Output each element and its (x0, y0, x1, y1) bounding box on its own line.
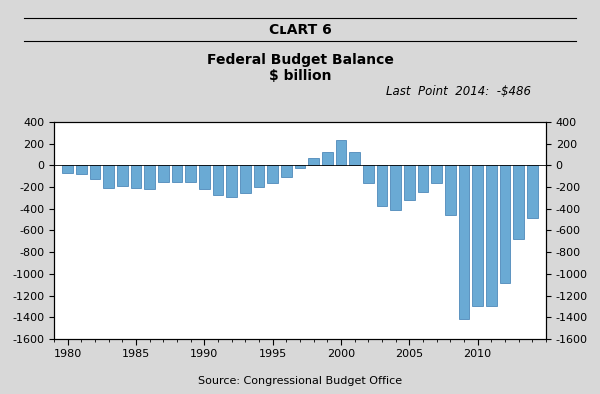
Bar (458, 165, 469, 319)
Bar (308, 158, 319, 165)
Bar (144, 165, 155, 190)
Bar (363, 165, 374, 182)
Bar (335, 140, 346, 165)
Bar (185, 165, 196, 182)
Bar (212, 165, 223, 195)
Bar (527, 165, 538, 218)
Bar (89, 165, 100, 179)
Bar (76, 165, 87, 174)
Bar (472, 165, 483, 306)
Text: Last  Point  2014:  -$486: Last Point 2014: -$486 (386, 85, 531, 98)
Bar (131, 165, 142, 188)
Bar (254, 165, 265, 188)
Bar (172, 165, 182, 182)
Bar (513, 165, 524, 239)
Bar (158, 165, 169, 182)
Bar (199, 165, 210, 190)
Bar (431, 165, 442, 183)
Title: Federal Budget Balance
$ billion: Federal Budget Balance $ billion (206, 53, 394, 84)
Bar (500, 165, 511, 283)
Bar (377, 165, 388, 206)
Bar (240, 165, 251, 193)
Bar (349, 152, 360, 165)
Bar (62, 165, 73, 173)
Bar (295, 165, 305, 168)
Bar (418, 165, 428, 192)
Bar (404, 165, 415, 200)
Text: Source: Congressional Budget Office: Source: Congressional Budget Office (198, 376, 402, 386)
Bar (117, 165, 128, 186)
Bar (390, 165, 401, 210)
Bar (445, 165, 456, 215)
Bar (486, 165, 497, 307)
Bar (103, 165, 114, 188)
Bar (322, 152, 333, 165)
Bar (226, 165, 237, 197)
Bar (267, 165, 278, 183)
Bar (281, 165, 292, 177)
Text: CʟART 6: CʟART 6 (269, 22, 331, 37)
